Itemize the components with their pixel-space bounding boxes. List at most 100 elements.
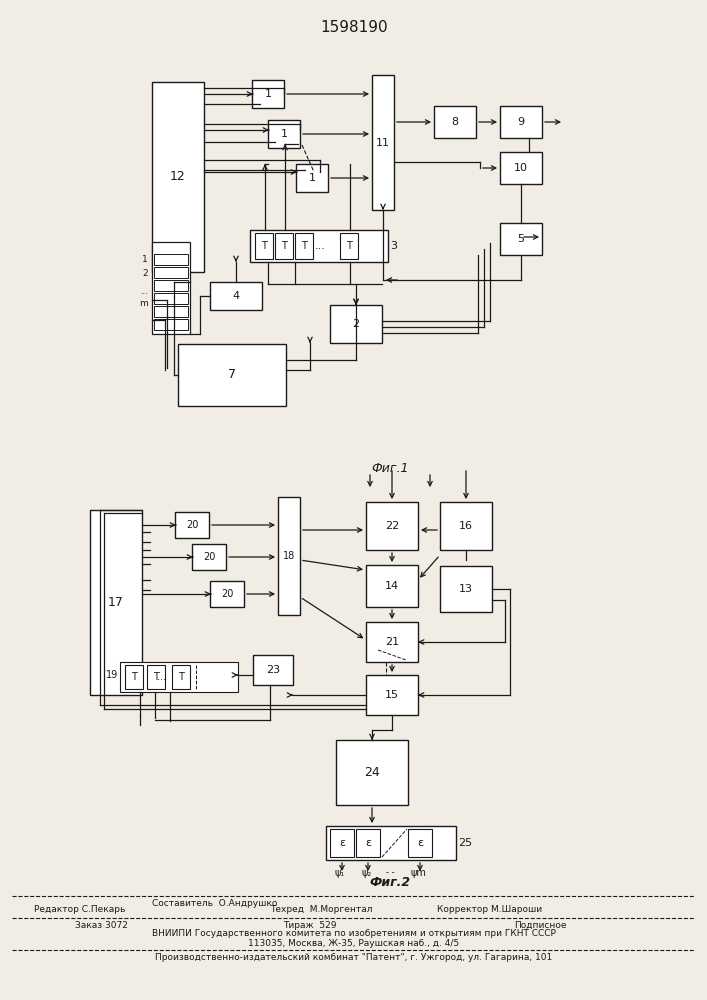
- Bar: [296, 164, 328, 192]
- Text: - -: - -: [386, 868, 395, 877]
- Text: 17: 17: [108, 596, 124, 609]
- Text: T: T: [261, 241, 267, 251]
- Text: 10: 10: [514, 163, 528, 173]
- Bar: [366, 502, 418, 550]
- Text: 1: 1: [281, 129, 288, 139]
- Text: 2: 2: [142, 268, 148, 277]
- Text: 22: 22: [385, 521, 399, 531]
- Text: Производственно-издательский комбинат "Патент", г. Ужгород, ул. Гагарина, 101: Производственно-издательский комбинат "П…: [156, 954, 553, 962]
- Text: 7: 7: [228, 368, 236, 381]
- Text: ε: ε: [365, 838, 371, 848]
- Text: 15: 15: [385, 690, 399, 700]
- Text: 2: 2: [352, 319, 360, 329]
- Text: ε: ε: [417, 838, 423, 848]
- Bar: [268, 120, 300, 148]
- Bar: [192, 544, 226, 570]
- Text: 1: 1: [264, 89, 271, 99]
- Text: 21: 21: [385, 637, 399, 647]
- Bar: [154, 267, 188, 278]
- Text: 13: 13: [459, 584, 473, 594]
- Text: 1: 1: [308, 173, 315, 183]
- Text: Составитель  О.Андрушко: Составитель О.Андрушко: [152, 898, 278, 908]
- Bar: [90, 510, 142, 695]
- Text: T: T: [178, 672, 184, 682]
- Text: 23: 23: [266, 665, 280, 675]
- Text: Заказ 3072: Заказ 3072: [75, 920, 128, 930]
- Bar: [253, 655, 293, 685]
- Text: Корректор М.Шароши: Корректор М.Шароши: [438, 906, 542, 914]
- Bar: [500, 152, 542, 184]
- Text: 24: 24: [364, 766, 380, 779]
- Text: 18: 18: [283, 551, 295, 561]
- Bar: [295, 233, 313, 259]
- Text: 5: 5: [518, 234, 525, 244]
- Text: Подписное: Подписное: [514, 920, 566, 930]
- Bar: [408, 829, 432, 857]
- Text: ВНИИПИ Государственного комитета по изобретениям и открытиям при ГКНТ СССР: ВНИИПИ Государственного комитета по изоб…: [152, 930, 556, 938]
- Bar: [255, 233, 273, 259]
- Text: Тираж  529: Тираж 529: [284, 920, 337, 930]
- Text: Фиг.2: Фиг.2: [370, 876, 411, 888]
- Text: T: T: [131, 672, 137, 682]
- Bar: [154, 254, 188, 265]
- Bar: [154, 319, 188, 330]
- Text: 1: 1: [142, 255, 148, 264]
- Bar: [434, 106, 476, 138]
- Text: 19: 19: [106, 670, 118, 680]
- Text: Фиг.1: Фиг.1: [371, 462, 409, 475]
- Text: ...: ...: [315, 241, 325, 251]
- Text: 20: 20: [221, 589, 233, 599]
- Bar: [125, 665, 143, 689]
- Text: 11: 11: [376, 137, 390, 147]
- Text: m: m: [139, 300, 148, 308]
- Text: ψ₂: ψ₂: [362, 868, 372, 878]
- Text: ...: ...: [158, 672, 167, 682]
- Bar: [154, 293, 188, 304]
- Bar: [366, 622, 418, 662]
- Text: 20: 20: [203, 552, 215, 562]
- Bar: [147, 665, 165, 689]
- Bar: [152, 242, 190, 334]
- Text: 8: 8: [452, 117, 459, 127]
- Bar: [366, 565, 418, 607]
- Bar: [152, 82, 204, 272]
- Bar: [250, 230, 388, 262]
- Text: T: T: [153, 672, 159, 682]
- Text: 14: 14: [385, 581, 399, 591]
- Text: ψ₁: ψ₁: [335, 868, 345, 878]
- Text: T: T: [281, 241, 287, 251]
- Text: 3: 3: [390, 241, 397, 251]
- Bar: [330, 305, 382, 343]
- Bar: [326, 826, 456, 860]
- Text: 20: 20: [186, 520, 198, 530]
- Bar: [366, 675, 418, 715]
- Bar: [175, 512, 209, 538]
- Bar: [172, 665, 190, 689]
- Bar: [440, 566, 492, 612]
- Text: ε: ε: [339, 838, 345, 848]
- Text: 9: 9: [518, 117, 525, 127]
- Text: ...: ...: [140, 286, 148, 296]
- Bar: [252, 80, 284, 108]
- Text: 113035, Москва, Ж-35, Раушская наб., д. 4/5: 113035, Москва, Ж-35, Раушская наб., д. …: [248, 938, 460, 948]
- Bar: [500, 223, 542, 255]
- Bar: [340, 233, 358, 259]
- Text: 1598190: 1598190: [320, 20, 388, 35]
- Bar: [210, 581, 244, 607]
- Bar: [154, 280, 188, 291]
- Bar: [278, 497, 300, 615]
- Bar: [178, 344, 286, 406]
- Bar: [275, 233, 293, 259]
- Bar: [120, 662, 238, 692]
- Bar: [154, 306, 188, 317]
- Text: Техред  М.Моргентал: Техред М.Моргентал: [270, 906, 373, 914]
- Bar: [336, 740, 408, 805]
- Text: 12: 12: [170, 170, 186, 184]
- Bar: [330, 829, 354, 857]
- Text: T: T: [301, 241, 307, 251]
- Bar: [210, 282, 262, 310]
- Text: ψm: ψm: [410, 868, 426, 878]
- Text: T: T: [346, 241, 352, 251]
- Text: 4: 4: [233, 291, 240, 301]
- Text: 16: 16: [459, 521, 473, 531]
